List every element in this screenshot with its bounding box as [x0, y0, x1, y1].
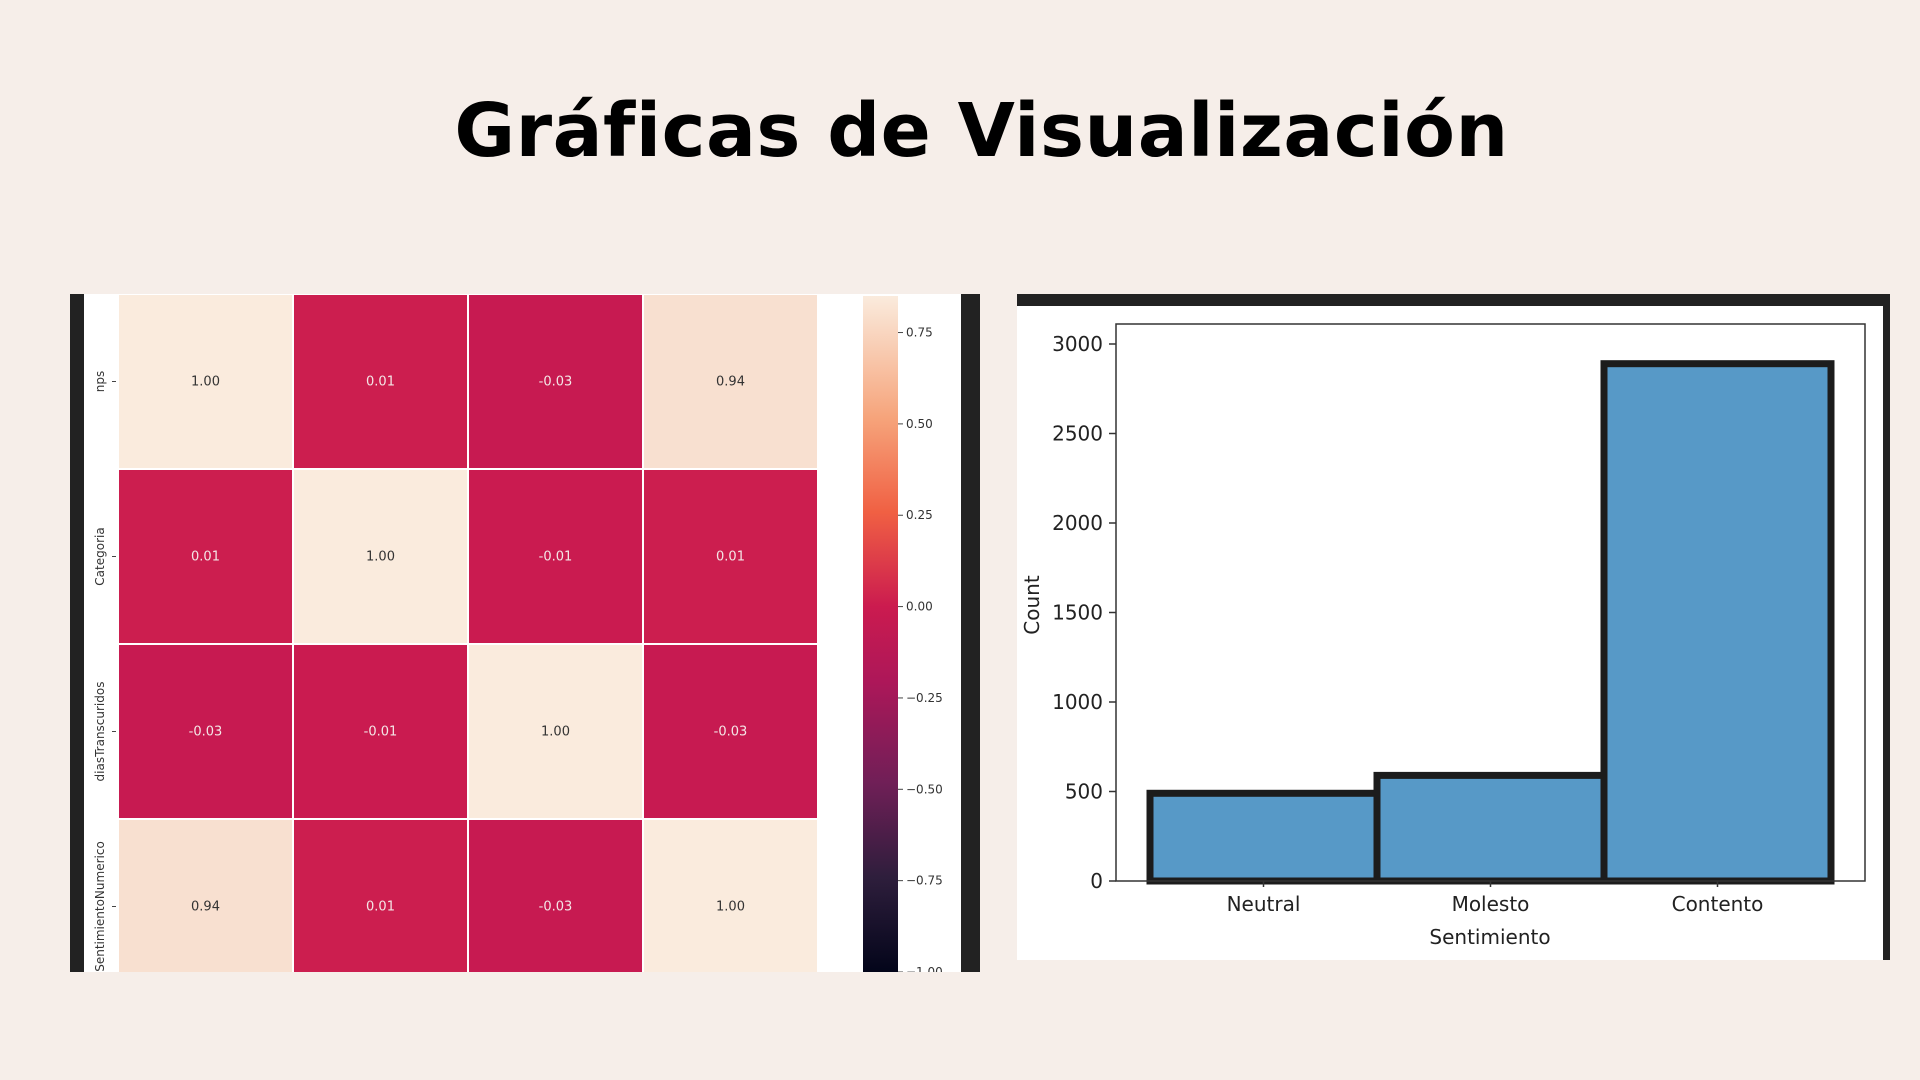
heatmap-cell	[117, 818, 294, 995]
y-tick-label: 3000	[1052, 332, 1103, 356]
column-label: diasTranscuridos	[506, 971, 606, 972]
correlation-heatmap: 1.00 0.01 -0.03 0.94 0.01 1.00 -0.01 0.01 -0.03 -…	[70, 293, 980, 995]
heatmap-cell	[642, 293, 819, 470]
colorbar	[863, 296, 898, 972]
heatmap-value-label: 0.01	[191, 550, 220, 565]
colorbar-tick-label: −0.25	[906, 691, 943, 705]
heatmap-cell	[642, 468, 819, 645]
sentiment-histogram: 0 500 1000 1500 2000 2500 3000 Neutral Molesto C…	[1017, 294, 1890, 960]
colorbar-tick-label: −0.50	[906, 782, 943, 796]
bar-contento	[1600, 360, 1835, 885]
heatmap-value-label: -0.03	[539, 375, 573, 390]
heatmap-value-label: 0.01	[716, 550, 745, 565]
heatmap-value-label: 1.00	[716, 900, 745, 915]
colorbar-tick-label: 0.25	[906, 508, 933, 522]
y-tick-label: 500	[1065, 780, 1103, 804]
heatmap-left-border	[70, 294, 84, 972]
heatmap-cell	[642, 643, 819, 820]
x-tick-label: Neutral	[1227, 892, 1301, 916]
colorbar-tick-label: 0.00	[906, 600, 933, 614]
heatmap-value-label: 0.94	[716, 375, 745, 390]
y-axis-label: Count	[1020, 575, 1044, 635]
heatmap-right-border	[961, 294, 980, 972]
x-tick-label: Molesto	[1452, 892, 1530, 916]
heatmap-cell	[642, 818, 819, 995]
heatmap-value-label: 0.01	[366, 375, 395, 390]
x-axis-label: Sentimiento	[1429, 925, 1550, 949]
heatmap-value-label: -0.01	[539, 550, 573, 565]
y-tick-label: 1500	[1052, 601, 1103, 625]
row-label: diasTranscuridos	[93, 682, 107, 782]
y-tick-label: 0	[1090, 869, 1103, 893]
heatmap-value-label: 1.00	[191, 375, 220, 390]
histogram-top-border	[1017, 294, 1890, 306]
heatmap-value-label: -0.01	[364, 725, 398, 740]
y-tick-label: 2500	[1052, 422, 1103, 446]
correlation-heatmap-panel: 1.00 0.01 -0.03 0.94 0.01 1.00 -0.01 0.01 -0.03 -…	[70, 293, 980, 995]
row-label: nps	[93, 371, 107, 392]
heatmap-value-label: 0.94	[191, 900, 220, 915]
heatmap-value-label: 1.00	[366, 550, 395, 565]
heatmap-cell	[292, 293, 469, 470]
x-tick-label: Contento	[1672, 892, 1764, 916]
heatmap-cell	[467, 293, 644, 470]
heatmap-cell	[467, 818, 644, 995]
column-label: nps	[195, 971, 216, 972]
y-tick-label: 1000	[1052, 690, 1103, 714]
column-label: SentimientoNumerico	[665, 971, 796, 972]
heatmap-cell	[292, 818, 469, 995]
column-label: Categoria	[351, 971, 409, 972]
y-tick-label: 2000	[1052, 511, 1103, 535]
bar-neutral	[1146, 789, 1381, 885]
heatmap-value-label: 1.00	[541, 725, 570, 740]
heatmap-cell	[117, 643, 294, 820]
heatmap-value-label: -0.03	[189, 725, 223, 740]
colorbar-tick-label: −1.00	[906, 965, 943, 972]
heatmap-cell	[467, 468, 644, 645]
heatmap-cell	[117, 293, 294, 470]
heatmap-value-label: 0.01	[366, 900, 395, 915]
heatmap-value-label: -0.03	[539, 900, 573, 915]
bar-molesto	[1373, 771, 1608, 885]
page-title: Gráficas de Visualización	[454, 88, 1509, 174]
heatmap-cell	[292, 643, 469, 820]
colorbar-tick-label: 0.75	[906, 326, 933, 340]
row-label: Categoria	[93, 527, 107, 585]
colorbar-tick-label: −0.75	[906, 874, 943, 888]
row-label: SentimientoNumerico	[93, 841, 107, 972]
histogram-right-border	[1883, 294, 1890, 960]
colorbar-tick-label: 0.50	[906, 417, 933, 431]
heatmap-value-label: -0.03	[714, 725, 748, 740]
sentiment-histogram-panel: 0 500 1000 1500 2000 2500 3000 Neutral Molesto C…	[1017, 294, 1890, 960]
